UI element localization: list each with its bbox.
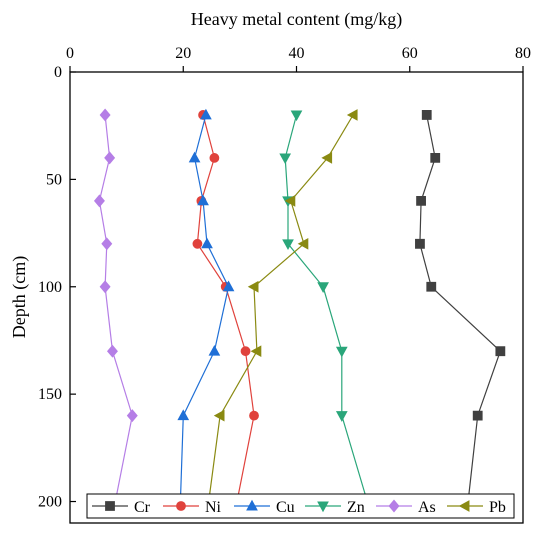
legend-item-ni: Ni bbox=[163, 499, 222, 516]
x-axis-title: Heavy metal content (mg/kg) bbox=[191, 9, 402, 30]
data-point-ni bbox=[240, 346, 251, 357]
series-cu bbox=[174, 108, 235, 506]
y-tick-label: 150 bbox=[38, 386, 62, 403]
data-point-pb bbox=[321, 152, 333, 164]
data-point-cr bbox=[426, 281, 437, 292]
series-line-zn bbox=[284, 114, 368, 502]
legend-label: Zn bbox=[347, 499, 365, 516]
data-point-cu bbox=[200, 108, 212, 120]
legend-marker bbox=[246, 499, 258, 511]
x-tick-label: 20 bbox=[175, 45, 191, 62]
data-point-zn bbox=[335, 346, 348, 358]
legend-label: As bbox=[418, 499, 436, 516]
x-tick-label: 60 bbox=[402, 45, 418, 62]
series-line-cu bbox=[179, 114, 230, 502]
data-point-cr bbox=[472, 410, 483, 421]
data-point-as bbox=[104, 151, 116, 165]
series-as bbox=[93, 108, 138, 508]
data-point-pb bbox=[247, 280, 259, 293]
data-point-zn bbox=[290, 110, 303, 122]
data-point-cu bbox=[222, 280, 235, 292]
data-point-as bbox=[93, 194, 105, 208]
series-zn bbox=[279, 110, 374, 508]
legend-marker bbox=[317, 501, 329, 513]
data-point-cr bbox=[495, 346, 506, 357]
legend: Cr Ni Cu Zn As Pb bbox=[86, 493, 515, 519]
legend-marker bbox=[388, 499, 400, 513]
data-point-pb bbox=[346, 109, 358, 121]
legend-marker bbox=[458, 500, 470, 512]
legend-item-zn: Zn bbox=[305, 499, 365, 516]
y-tick-label: 200 bbox=[38, 494, 62, 511]
series-layer bbox=[93, 108, 506, 508]
y-tick-label: 50 bbox=[46, 171, 62, 188]
data-point-pb bbox=[250, 345, 262, 358]
legend-label: Ni bbox=[205, 499, 222, 516]
data-point-pb bbox=[284, 195, 296, 207]
legend-item-cu: Cu bbox=[234, 499, 295, 516]
data-point-ni bbox=[249, 410, 259, 421]
data-point-as bbox=[101, 237, 113, 251]
series-pb bbox=[202, 109, 358, 508]
plot-frame bbox=[69, 71, 524, 524]
data-point-cr bbox=[430, 153, 441, 163]
legend-marker bbox=[176, 501, 186, 511]
data-point-as bbox=[106, 344, 118, 358]
legend-item-as: As bbox=[376, 499, 436, 516]
data-point-cu bbox=[177, 409, 190, 421]
data-point-ni bbox=[192, 238, 203, 249]
series-cr bbox=[415, 110, 506, 507]
data-point-cr bbox=[416, 195, 426, 206]
legend-box bbox=[86, 493, 515, 519]
data-point-cr bbox=[421, 110, 432, 120]
y-tick-label: 100 bbox=[38, 279, 62, 296]
data-point-zn bbox=[282, 239, 294, 251]
legend-label: Cr bbox=[134, 499, 151, 516]
legend-marker bbox=[105, 501, 115, 511]
data-point-as bbox=[126, 409, 138, 423]
x-tick-label: 0 bbox=[66, 45, 74, 62]
data-point-cu bbox=[197, 194, 209, 206]
data-point-zn bbox=[317, 282, 329, 293]
data-point-cu bbox=[188, 151, 201, 163]
data-point-as bbox=[99, 108, 111, 122]
x-axis: 0 20 40 60 80 bbox=[66, 45, 531, 72]
series-line-ni bbox=[196, 114, 255, 502]
x-tick-label: 40 bbox=[289, 45, 305, 62]
data-point-cr bbox=[415, 238, 425, 249]
y-tick-label: 0 bbox=[54, 64, 62, 81]
data-point-pb bbox=[297, 237, 309, 250]
legend-item-cr: Cr bbox=[92, 499, 151, 516]
series-line-pb bbox=[208, 114, 354, 502]
legend-label: Pb bbox=[489, 499, 506, 516]
data-point-pb bbox=[213, 409, 225, 422]
series-ni bbox=[192, 110, 259, 507]
y-axis-title: Depth (cm) bbox=[9, 256, 30, 338]
data-point-as bbox=[99, 280, 111, 294]
data-point-zn bbox=[279, 153, 292, 165]
series-line-cr bbox=[419, 114, 501, 502]
series-line-as bbox=[98, 114, 133, 502]
y-axis: 0 50 100 150 200 bbox=[38, 64, 76, 511]
data-point-zn bbox=[335, 411, 348, 422]
data-point-cu bbox=[208, 344, 221, 356]
legend-label: Cu bbox=[276, 499, 295, 516]
data-point-cu bbox=[201, 237, 213, 249]
legend-item-pb: Pb bbox=[447, 499, 506, 516]
x-tick-label: 80 bbox=[515, 45, 531, 62]
data-point-ni bbox=[209, 153, 220, 163]
